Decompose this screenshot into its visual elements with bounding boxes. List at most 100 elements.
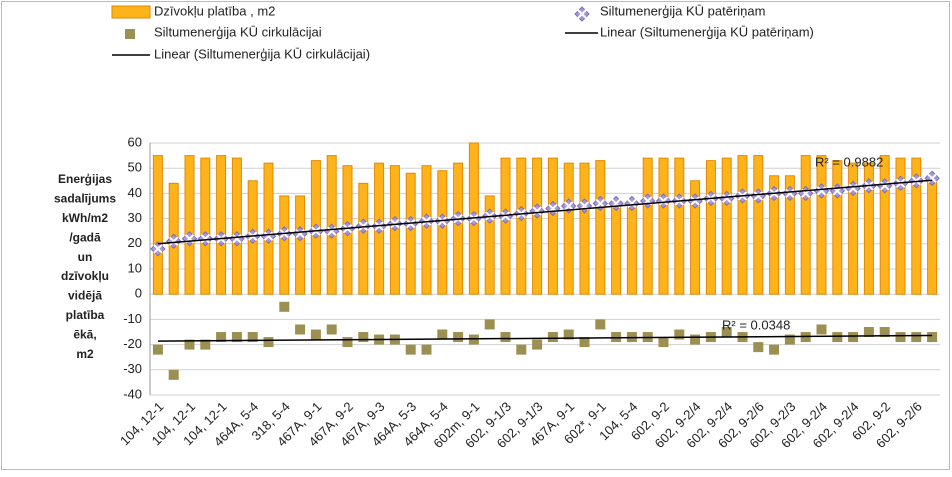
- marker-cross: [469, 213, 479, 224]
- data-point: [200, 339, 211, 350]
- data-point: [342, 337, 353, 348]
- y-axis-label: ēkā,: [73, 327, 96, 341]
- data-point: [574, 6, 590, 22]
- marker-cross: [500, 211, 511, 221]
- data-point: [263, 337, 274, 348]
- bar: [658, 157, 669, 295]
- data-point: [753, 342, 764, 353]
- r2-label: R² = 0.9882: [815, 154, 883, 169]
- bar: [927, 175, 938, 295]
- data-point: [152, 344, 163, 355]
- marker-cross: [785, 188, 795, 199]
- marker-cross: [563, 201, 574, 211]
- data-point: [579, 337, 590, 348]
- y-tick-label: -10: [123, 311, 142, 326]
- y-tick-label: 50: [128, 160, 142, 175]
- marker-cross: [753, 191, 764, 201]
- trend-line: [157, 179, 933, 245]
- bar: [721, 157, 732, 295]
- data-point: [247, 332, 258, 343]
- data-point: [292, 226, 308, 242]
- bar: [737, 155, 748, 295]
- bar: [231, 157, 242, 295]
- bar: [784, 175, 795, 295]
- data-point: [229, 231, 245, 247]
- bar: [863, 162, 874, 295]
- data-point: [216, 332, 227, 343]
- data-point: [784, 334, 795, 345]
- bar: [532, 157, 543, 295]
- legend-label: Linear (Siltumenerģija KŪ patēriņam): [600, 24, 814, 39]
- y-axis-label: kWh/m2: [62, 211, 108, 225]
- data-point: [358, 332, 369, 343]
- y-tick-label: -40: [123, 386, 142, 401]
- data-point: [895, 332, 906, 343]
- marker-cross: [658, 196, 669, 206]
- bar: [547, 157, 558, 295]
- data-point: [279, 301, 290, 312]
- marker-cross: [263, 231, 274, 241]
- legend-label: Siltumenerģija KŪ cirkulācijai: [154, 24, 322, 39]
- data-point: [516, 344, 527, 355]
- marker-cross: [816, 186, 827, 196]
- bar: [690, 180, 701, 295]
- bar: [295, 195, 306, 295]
- data-point: [624, 195, 640, 212]
- data-point: [231, 332, 242, 343]
- marker-cross: [690, 196, 700, 206]
- marker-cross: [153, 244, 163, 254]
- marker-cross: [200, 234, 211, 244]
- data-point: [184, 339, 195, 350]
- y-axis-label: dzīvokļu: [61, 269, 109, 283]
- data-point: [687, 193, 703, 209]
- y-tick-label: 40: [128, 185, 142, 200]
- data-point: [484, 319, 495, 330]
- data-point: [655, 193, 672, 209]
- data-point: [437, 329, 448, 340]
- marker-cross: [232, 234, 242, 244]
- data-point: [595, 319, 606, 330]
- legend-label: Siltumenerģija KŪ patēriņam: [600, 3, 765, 18]
- bar: [832, 160, 843, 295]
- y-axis-label: Enerģijas: [58, 172, 112, 186]
- bar: [895, 157, 906, 295]
- marker-cross: [168, 236, 179, 246]
- marker-cross: [532, 206, 542, 216]
- data-point: [529, 203, 545, 219]
- bar: [800, 155, 811, 295]
- y-axis-label: platība: [66, 308, 105, 322]
- y-tick-label: -30: [123, 361, 142, 376]
- bar: [184, 155, 195, 295]
- data-point: [421, 344, 432, 355]
- bar: [500, 157, 511, 295]
- y-tick-label: 60: [128, 134, 142, 149]
- bar: [421, 165, 432, 295]
- bar: [516, 157, 527, 295]
- data-point: [326, 324, 337, 335]
- marker-cross: [295, 229, 305, 239]
- marker-cross: [848, 183, 858, 194]
- data-point: [165, 233, 182, 249]
- data-point: [466, 210, 482, 227]
- y-tick-label: 0: [135, 286, 142, 301]
- data-point: [769, 344, 780, 355]
- bar: [705, 160, 716, 295]
- data-point: [690, 334, 701, 345]
- data-point: [813, 183, 830, 199]
- bar: [579, 162, 590, 295]
- r2-label: R² = 0.0348: [722, 317, 790, 332]
- legend-label: Dzīvokļu platība , m2: [154, 3, 275, 18]
- y-tick-label: 10: [128, 260, 142, 275]
- bar: [626, 200, 637, 295]
- data-point: [125, 29, 135, 39]
- data-point: [150, 241, 166, 257]
- data-point: [848, 332, 859, 343]
- bar: [437, 170, 448, 295]
- bar: [484, 195, 495, 295]
- bar: [911, 157, 922, 295]
- bar: [279, 195, 290, 295]
- bar: [769, 175, 780, 295]
- marker-cross: [577, 9, 587, 19]
- marker-cross: [595, 198, 606, 209]
